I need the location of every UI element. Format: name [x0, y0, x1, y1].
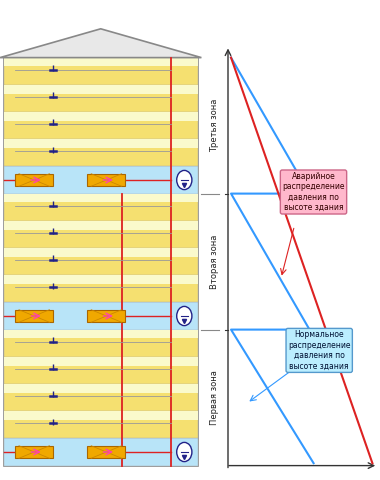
Bar: [4, 330, 198, 338]
Bar: [4, 357, 198, 384]
Bar: [87, 310, 125, 322]
Bar: [87, 174, 125, 186]
Circle shape: [177, 306, 192, 325]
Bar: [4, 248, 198, 257]
Bar: [4, 357, 198, 365]
Bar: [4, 330, 198, 357]
Bar: [4, 85, 198, 94]
Bar: [4, 58, 198, 466]
Bar: [4, 384, 198, 411]
Bar: [4, 193, 198, 221]
Text: Аварийное
распределение
давления по
высоте здания: Аварийное распределение давления по высо…: [282, 172, 345, 212]
Bar: [4, 384, 198, 393]
Bar: [4, 85, 198, 112]
Bar: [15, 310, 53, 322]
Bar: [4, 112, 198, 120]
Bar: [4, 58, 198, 85]
Bar: [4, 139, 198, 167]
Bar: [4, 438, 198, 466]
Bar: [4, 167, 198, 193]
Circle shape: [177, 170, 192, 190]
Bar: [4, 112, 198, 139]
Text: Первая зона: Первая зона: [210, 370, 219, 425]
Text: Третья зона: Третья зона: [210, 99, 219, 152]
Bar: [4, 221, 198, 229]
Text: Нормальное
распределение
давления по
высоте здания: Нормальное распределение давления по выс…: [288, 330, 350, 371]
Bar: [15, 174, 53, 186]
Polygon shape: [0, 29, 201, 58]
Text: Вторая зона: Вторая зона: [210, 234, 219, 289]
Bar: [4, 275, 198, 284]
Bar: [87, 446, 125, 458]
Bar: [4, 221, 198, 248]
Bar: [15, 446, 53, 458]
Bar: [4, 193, 198, 202]
Bar: [4, 58, 198, 66]
Bar: [4, 411, 198, 420]
Circle shape: [177, 443, 192, 462]
Bar: [4, 248, 198, 275]
Bar: [4, 302, 198, 330]
Bar: [4, 139, 198, 148]
Bar: [4, 411, 198, 438]
Bar: [4, 275, 198, 302]
